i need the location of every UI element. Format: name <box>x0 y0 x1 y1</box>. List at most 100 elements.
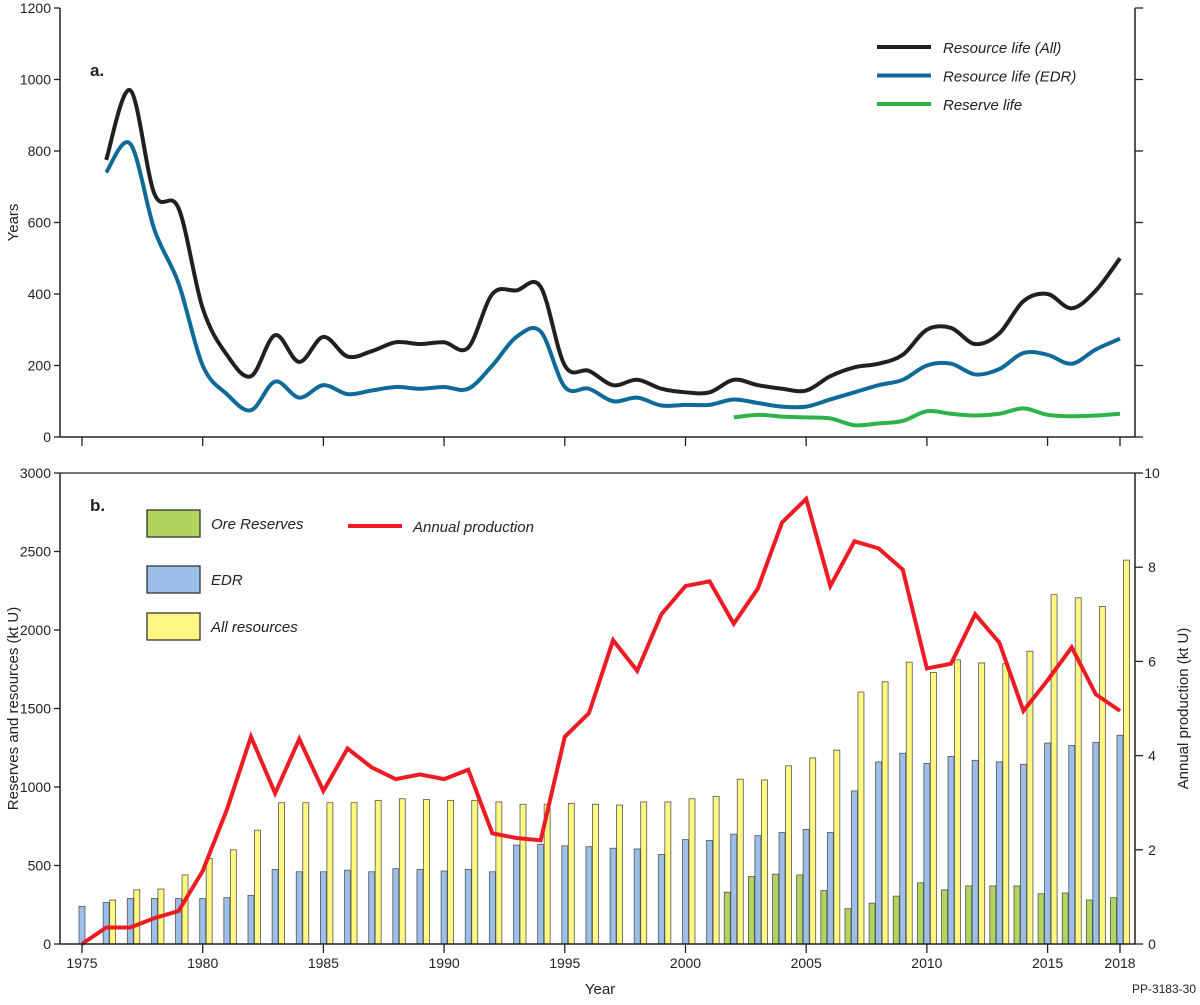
bar-all-resources <box>1050 594 1058 945</box>
y2-axis-title: Annual production (kt U) <box>1175 628 1192 790</box>
bar-all-resources <box>1026 650 1034 945</box>
bar-all-resources <box>857 691 865 945</box>
y2-tick-label: 2 <box>1148 842 1156 858</box>
bar-all-resources <box>978 662 986 945</box>
bar-ore-reserves <box>916 882 924 945</box>
x-axis-title: Year <box>585 981 615 998</box>
bar-ore-reserves <box>820 890 828 945</box>
bar-ore-reserves <box>989 885 997 945</box>
y-tick-label: 2500 <box>20 544 51 560</box>
figure-code: PP-3183-30 <box>1132 982 1196 996</box>
bar-all-resources <box>592 803 599 945</box>
y-tick-label: 3000 <box>20 465 51 481</box>
bar-edr <box>102 901 110 945</box>
bar-edr <box>778 832 786 945</box>
bar-all-resources <box>350 802 358 945</box>
y2-tick-label: 8 <box>1148 559 1156 575</box>
series-line-annual-production <box>80 495 1122 946</box>
bar-edr <box>223 897 231 945</box>
bar-all-resources <box>664 801 672 945</box>
bar-all-resources <box>785 765 792 945</box>
bar-all-resources <box>567 803 575 945</box>
bar-all-resources <box>1123 559 1130 945</box>
bar-edr <box>368 871 376 945</box>
bar-all-resources <box>809 757 817 945</box>
bar-edr <box>947 755 955 945</box>
bar-edr <box>1116 734 1124 945</box>
bar-ore-reserves <box>772 873 779 945</box>
panel-label: a. <box>90 61 104 80</box>
bar-all-resources <box>471 799 479 945</box>
legend-label: Annual production <box>412 519 534 536</box>
bar-all-resources <box>109 899 117 945</box>
bar-edr <box>344 869 351 945</box>
legend-label: Ore Reserves <box>211 516 304 533</box>
bar-ore-reserves <box>1037 893 1045 945</box>
bar-all-resources <box>133 889 141 945</box>
panel-label: b. <box>90 496 105 515</box>
bar-all-resources <box>495 801 503 945</box>
bar-ore-reserves <box>748 876 755 945</box>
legend-swatch <box>146 612 201 641</box>
y-tick-label: 500 <box>28 858 52 874</box>
bar-edr <box>199 898 207 945</box>
bar-ore-reserves <box>1013 885 1021 945</box>
bar-all-resources <box>254 829 261 945</box>
legend-label: Resource life (EDR) <box>943 69 1076 86</box>
panel-b: 0 500 1000 1500 2000 2500 3000 0 2 4 6 8 10 1975 1980 1… <box>5 465 1192 998</box>
bar-all-resources <box>833 749 841 945</box>
bar-edr <box>78 905 86 945</box>
bar-all-resources <box>278 802 286 945</box>
bar-all-resources <box>688 798 696 945</box>
bar-edr <box>561 845 569 945</box>
bar-all-resources <box>712 796 720 945</box>
y-tick-label: 200 <box>28 358 52 374</box>
bar-all-resources <box>181 874 189 945</box>
y-tick-label: 800 <box>28 143 52 159</box>
bar-all-resources <box>929 671 937 945</box>
bar-all-resources <box>447 799 454 945</box>
panel-a: 0 200 400 600 800 1000 1200 Years a. Resource lif… <box>5 0 1143 446</box>
bar-all-resources <box>398 798 406 945</box>
y2-tick-label: 4 <box>1148 748 1156 764</box>
x-tick-label: 1990 <box>429 955 460 971</box>
x-tick-label: 2010 <box>911 955 942 971</box>
bar-edr <box>657 854 665 945</box>
bar-ore-reserves <box>892 895 900 945</box>
x-tick-label: 1980 <box>187 955 218 971</box>
bar-all-resources <box>616 804 623 945</box>
y2-tick-label: 0 <box>1148 936 1156 952</box>
bar-ore-reserves <box>1110 897 1117 945</box>
y-tick-label: 1000 <box>20 72 51 88</box>
bar-edr <box>151 898 158 945</box>
bar-edr <box>754 835 762 945</box>
bar-edr <box>682 839 689 945</box>
bar-ore-reserves <box>1061 892 1069 945</box>
bar-edr <box>1020 763 1027 945</box>
bar-all-resources <box>736 778 744 945</box>
x-tick-label: 2018 <box>1104 955 1135 971</box>
bar-edr <box>126 898 134 945</box>
bar-ore-reserves <box>868 902 876 945</box>
bar-edr <box>585 846 593 945</box>
bar-ore-reserves <box>796 874 804 945</box>
bar-ore-reserves <box>965 885 973 945</box>
bar-all-resources <box>423 799 430 945</box>
y-tick-label: 400 <box>28 286 52 302</box>
x-tick-label: 2005 <box>791 955 822 971</box>
bar-edr <box>1044 742 1051 945</box>
bar-edr <box>730 833 738 945</box>
x-tick-label: 2015 <box>1032 955 1063 971</box>
bar-edr <box>706 839 714 945</box>
bar-edr <box>392 868 400 945</box>
bar-edr <box>971 759 979 945</box>
bar-all-resources <box>1074 597 1082 945</box>
bar-all-resources <box>326 802 334 945</box>
y2-tick-label: 6 <box>1148 653 1156 669</box>
bar-edr <box>899 752 907 945</box>
legend-label: EDR <box>211 572 243 589</box>
bar-edr <box>875 761 883 945</box>
bar-edr <box>247 894 255 945</box>
bar-edr <box>923 763 931 945</box>
y-tick-label: 2000 <box>20 622 51 638</box>
